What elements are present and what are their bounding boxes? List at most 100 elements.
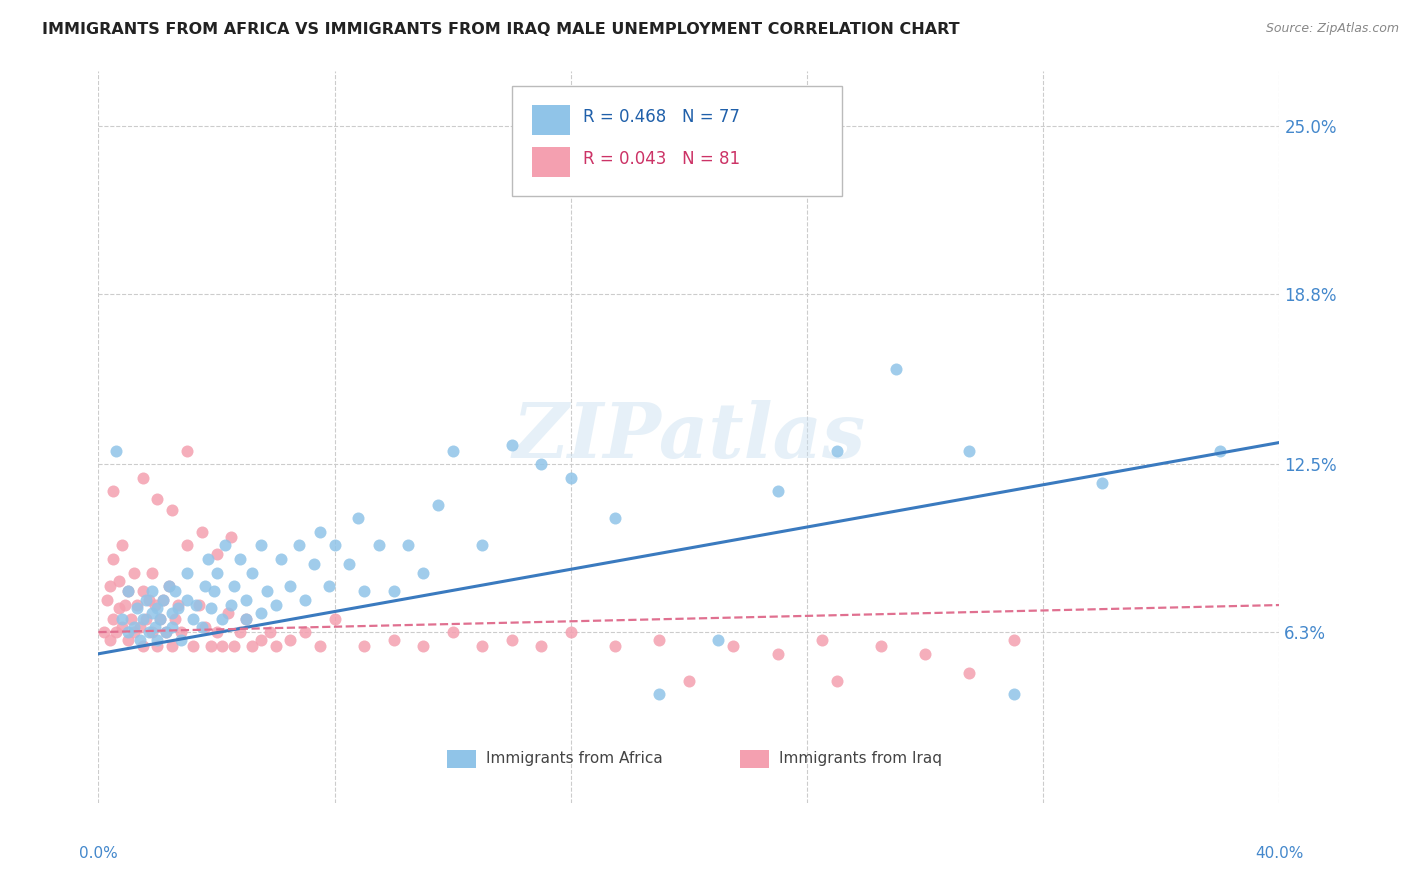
Point [135, 592, 157, 607]
Point [167, 600, 190, 615]
Point [155, 625, 177, 640]
Point [302, 558, 325, 572]
Point [176, 566, 198, 580]
Point [117, 633, 139, 648]
Point [382, 633, 405, 648]
Point [825, 443, 848, 458]
Point [501, 438, 523, 452]
Point [141, 584, 163, 599]
Point [128, 620, 150, 634]
Point [117, 625, 139, 640]
Point [382, 584, 405, 599]
Point [176, 592, 198, 607]
Point [723, 639, 745, 653]
Point [560, 471, 582, 485]
Point [412, 566, 434, 580]
Point [205, 625, 228, 640]
Point [323, 538, 346, 552]
Point [184, 598, 207, 612]
Bar [531, 105, 569, 135]
Point [191, 524, 214, 539]
Point [278, 579, 302, 593]
Point [250, 606, 273, 620]
Point [412, 639, 434, 653]
Point [219, 530, 242, 544]
Point [471, 639, 494, 653]
Point [202, 584, 225, 599]
FancyBboxPatch shape [512, 86, 842, 195]
Point [264, 639, 287, 653]
Point [138, 592, 160, 607]
Point [162, 606, 183, 620]
Text: Immigrants from Iraq: Immigrants from Iraq [779, 751, 942, 766]
Point [155, 625, 177, 640]
Point [122, 620, 145, 634]
Bar [531, 147, 569, 177]
Point [132, 584, 155, 599]
Point [959, 665, 981, 680]
Point [219, 598, 242, 612]
Point [441, 625, 464, 640]
Point [111, 611, 134, 625]
Point [122, 566, 145, 580]
Point [141, 606, 163, 620]
Point [648, 688, 671, 702]
Point [141, 625, 163, 640]
Point [143, 598, 166, 612]
Point [128, 633, 150, 648]
Point [167, 598, 190, 612]
Point [1091, 476, 1114, 491]
Point [138, 625, 160, 640]
Point [294, 592, 316, 607]
Point [132, 471, 155, 485]
Point [250, 633, 273, 648]
Bar [447, 750, 477, 768]
Point [240, 566, 263, 580]
Point [152, 592, 174, 607]
Point [427, 498, 450, 512]
Point [132, 611, 155, 625]
Point [368, 538, 391, 552]
Point [707, 633, 730, 648]
Point [152, 592, 174, 607]
Point [323, 611, 346, 625]
Point [103, 552, 125, 566]
Point [117, 584, 139, 599]
Point [181, 611, 204, 625]
Point [347, 511, 370, 525]
Point [135, 611, 157, 625]
Point [211, 611, 233, 625]
Point [197, 552, 219, 566]
Point [176, 538, 198, 552]
Point [766, 647, 789, 661]
Point [149, 611, 172, 625]
Point [105, 625, 128, 640]
Point [605, 511, 627, 525]
Point [96, 592, 118, 607]
Point [211, 639, 233, 653]
Point [176, 443, 198, 458]
Point [146, 633, 169, 648]
Point [194, 579, 217, 593]
Point [120, 611, 142, 625]
Point [278, 633, 302, 648]
Point [605, 639, 627, 653]
Point [766, 484, 789, 499]
Bar [740, 750, 769, 768]
Point [309, 639, 332, 653]
Point [264, 598, 287, 612]
Point [191, 620, 214, 634]
Text: IMMIGRANTS FROM AFRICA VS IMMIGRANTS FROM IRAQ MALE UNEMPLOYMENT CORRELATION CHA: IMMIGRANTS FROM AFRICA VS IMMIGRANTS FRO… [42, 22, 960, 37]
Point [1002, 688, 1025, 702]
Point [132, 639, 155, 653]
Text: 0.0%: 0.0% [79, 847, 118, 861]
Point [501, 633, 523, 648]
Point [146, 600, 169, 615]
Point [157, 579, 180, 593]
Point [884, 362, 907, 376]
Point [93, 625, 115, 640]
Point [108, 574, 131, 588]
Point [103, 484, 125, 499]
Point [217, 606, 239, 620]
Point [235, 611, 257, 625]
